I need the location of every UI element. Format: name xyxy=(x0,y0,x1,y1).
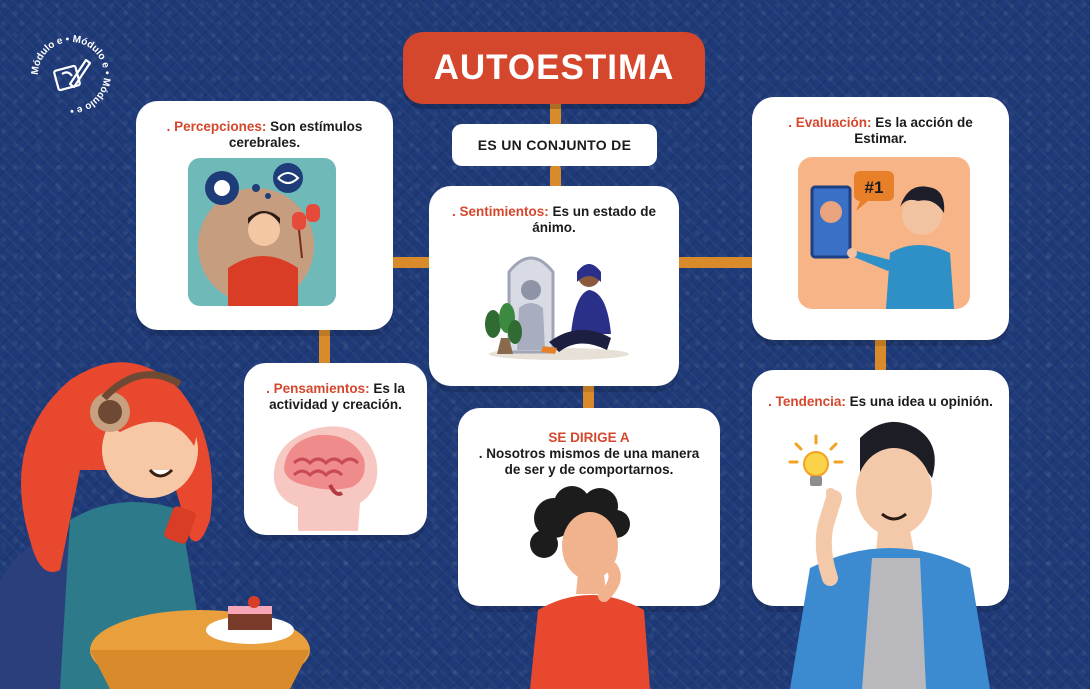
illustration-stressed-man xyxy=(188,158,336,306)
illustration-thinking-woman xyxy=(520,484,660,689)
card-evaluacion-text: . Evaluación: Es la acción de Estimar. xyxy=(766,115,995,147)
lightbulb-icon xyxy=(788,434,844,494)
illustration-man-pointing-mirror: #1 xyxy=(798,157,970,309)
card-sentimientos: . Sentimientos: Es un estado de ánimo. xyxy=(429,186,679,386)
card-se-dirige-text: SE DIRIGE A . Nosotros mismos de una man… xyxy=(472,430,706,478)
page-title: AUTOESTIMA xyxy=(433,48,675,87)
term-evaluacion: . Evaluación: xyxy=(788,115,872,130)
connector-title-label xyxy=(550,96,561,128)
card-evaluacion: . Evaluación: Es la acción de Estimar. #… xyxy=(752,97,1009,340)
connector-percepciones-sentimientos xyxy=(378,257,438,268)
heading-se-dirige: SE DIRIGE A xyxy=(548,430,630,445)
title-banner: AUTOESTIMA xyxy=(403,32,705,104)
connector-evaluacion-tendencia xyxy=(875,328,886,380)
connector-sentimientos-sedirige xyxy=(583,376,594,418)
card-sentimientos-text: . Sentimientos: Es un estado de ánimo. xyxy=(443,204,665,236)
card-pensamientos: . Pensamientos: Es la actividad y creaci… xyxy=(244,363,427,535)
illustration-sad-person-mirror xyxy=(479,242,629,368)
connector-percepciones-pensamientos xyxy=(319,320,330,372)
definition-tendencia: Es una idea u opinión. xyxy=(845,394,993,409)
connector-sentimientos-evaluacion xyxy=(664,257,770,268)
card-percepciones: . Percepciones: Son estímulos cerebrales… xyxy=(136,101,393,330)
illustration-man-pointing-up xyxy=(790,418,990,689)
illustration-girl-with-headphones xyxy=(0,350,310,689)
modulo-e-logo: Módulo e • Módulo e • Módulo e • xyxy=(26,30,116,120)
connector-label-text: ES UN CONJUNTO DE xyxy=(477,137,632,153)
illustration-brain-head xyxy=(270,419,382,531)
definition-se-dirige: . Nosotros mismos de una manera de ser y… xyxy=(478,446,700,477)
card-percepciones-text: . Percepciones: Son estímulos cerebrales… xyxy=(150,119,379,151)
definition-pensamientos: Es la actividad y creación. xyxy=(269,381,405,412)
definition-sentimientos: Es un estado de ánimo. xyxy=(532,204,657,235)
term-sentimientos: . Sentimientos: xyxy=(451,204,549,219)
connector-label-box: ES UN CONJUNTO DE xyxy=(452,124,657,166)
term-percepciones: . Percepciones: xyxy=(166,119,267,134)
definition-evaluacion: Es la acción de Estimar. xyxy=(854,115,973,146)
pen-and-tablet-icon xyxy=(53,58,92,92)
card-tendencia-text: . Tendencia: Es una idea u opinión. xyxy=(766,394,995,410)
definition-percepciones: Son estímulos cerebrales. xyxy=(228,119,363,150)
evaluacion-badge-text: #1 xyxy=(865,178,884,197)
term-tendencia: . Tendencia: xyxy=(768,394,846,409)
connector-label-sentimientos xyxy=(550,164,561,196)
card-pensamientos-text: . Pensamientos: Es la actividad y creaci… xyxy=(258,381,413,413)
term-pensamientos: . Pensamientos: xyxy=(266,381,370,396)
